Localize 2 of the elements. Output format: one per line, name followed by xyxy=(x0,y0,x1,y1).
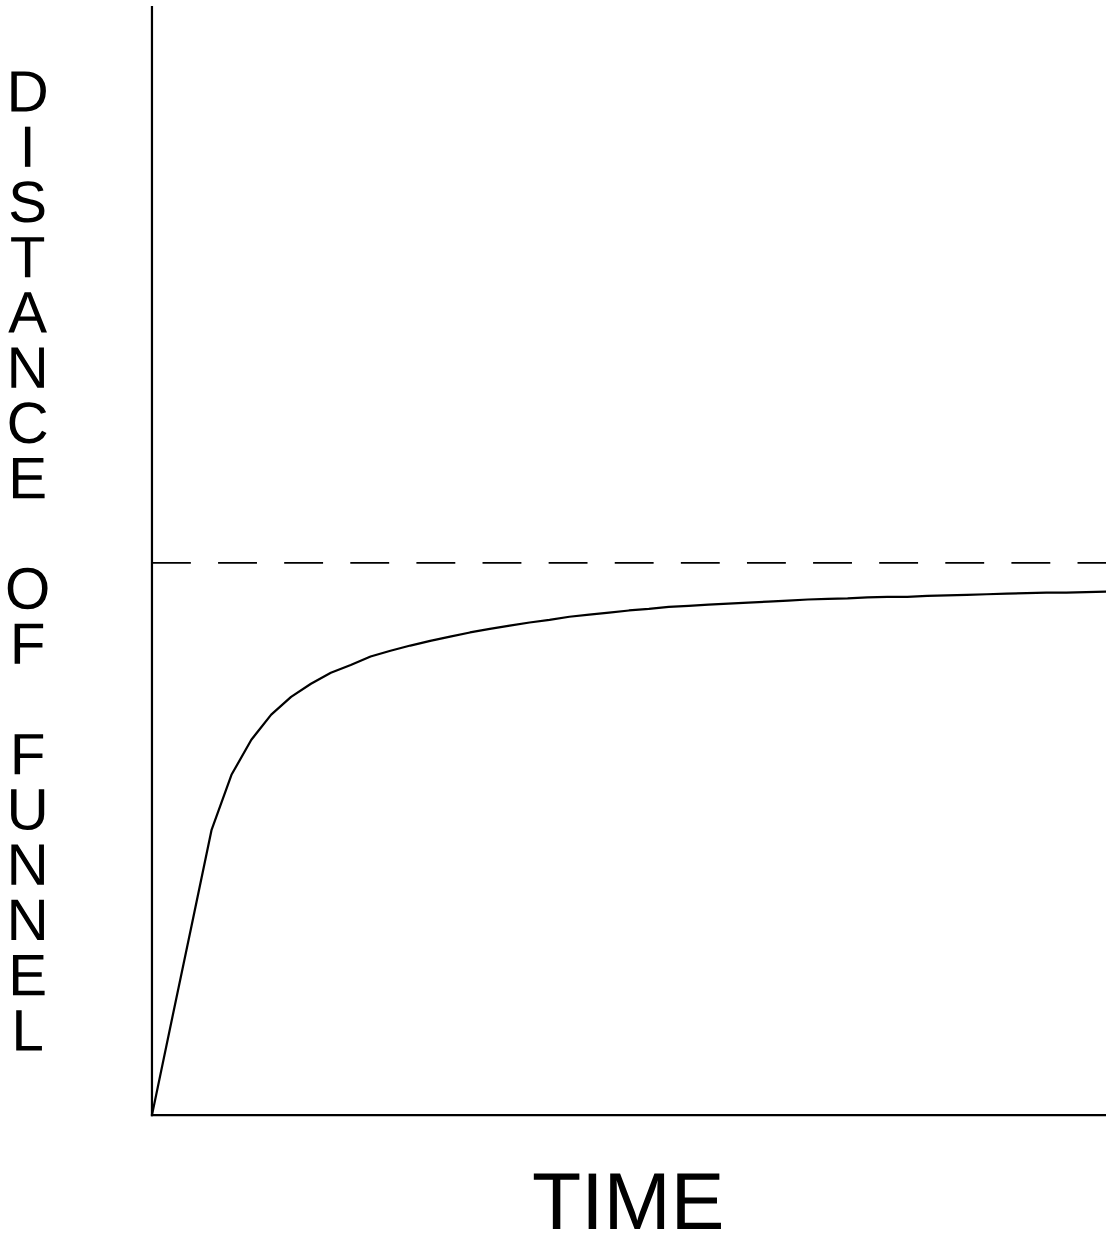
text: DISTANCE OF FUNNEL xyxy=(7,71,48,1051)
x-axis-title: TIME xyxy=(533,1173,721,1230)
